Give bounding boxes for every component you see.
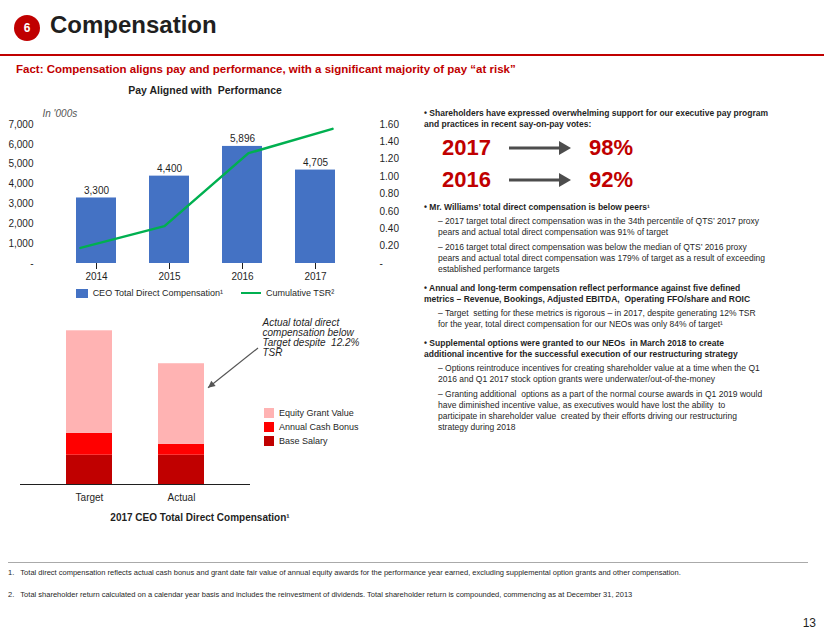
svg-text:6,000: 6,000 [8,139,33,150]
svg-text:2,000: 2,000 [8,218,33,229]
svg-text:3,300: 3,300 [84,185,109,196]
svg-text:Target: Target [76,492,104,503]
svg-text:1.40: 1.40 [380,136,400,147]
html-text:Base Salary: Base Salary [279,436,328,446]
html-text:Fact: Compensation aligns pay: Fact: Compensation aligns pay and perfor… [16,63,516,75]
svg-text:1.60: 1.60 [380,119,400,130]
html-text:2017: 2017 [442,135,491,160]
html-text:• Supplemental options were gr: • Supplemental options were granted to o… [424,338,738,359]
html-text:92%: 92% [589,167,633,192]
svg-text:5,000: 5,000 [8,158,33,169]
svg-text:Actual: Actual [168,492,196,503]
html-text:2016: 2016 [442,167,491,192]
html-text:2. Total shareholder return ca: 2. Total shareholder return calculated o… [8,590,633,599]
html-text:• Annual and long-term compens: • Annual and long-term compensation refl… [424,283,751,304]
html-text:Annual Cash Bonus: Annual Cash Bonus [279,422,359,432]
svg-text:2017: 2017 [304,271,327,282]
svg-text:3,000: 3,000 [8,198,33,209]
svg-text:4,705: 4,705 [303,157,328,168]
svg-text:7,000: 7,000 [8,119,33,130]
html-text:98%: 98% [589,135,633,160]
svg-text:Actual total directcompensatio: Actual total directcompensation belowTar… [262,317,360,358]
html-text:Equity Grant Value: Equity Grant Value [279,408,354,418]
html-text:– 2017 target total direct com: – 2017 target total direct compensation … [438,216,759,237]
svg-text:-: - [380,258,383,269]
html-text:• Mr. Williams’ total direct c: • Mr. Williams’ total direct compensatio… [424,202,650,212]
svg-text:In '000s: In '000s [43,108,78,119]
svg-text:0.40: 0.40 [380,223,400,234]
html-text:• Shareholders have expressed: • Shareholders have expressed overwhelmi… [424,108,768,129]
svg-text:1.00: 1.00 [380,171,400,182]
html-text:2017 CEO Total Direct Compensa: 2017 CEO Total Direct Compensation¹ [110,512,290,523]
svg-text:4,000: 4,000 [8,178,33,189]
svg-text:2015: 2015 [158,271,181,282]
html-text:13: 13 [802,616,816,630]
svg-text:0.60: 0.60 [380,206,400,217]
svg-text:0.20: 0.20 [380,240,400,251]
svg-text:1.20: 1.20 [380,153,400,164]
svg-text:-: - [30,258,33,269]
html-text:Compensation: Compensation [50,11,217,38]
html-text:6: 6 [23,21,31,35]
svg-text:5,896: 5,896 [230,133,255,144]
html-text:Cumulative TSR²: Cumulative TSR² [266,288,335,298]
svg-text:2014: 2014 [85,271,108,282]
html-text:Pay Aligned with Performance: Pay Aligned with Performance [128,84,282,96]
html-text:1. Total direct compensation r: 1. Total direct compensation reflects ac… [8,568,681,577]
html-text:– 2016 target total direct com: – 2016 target total direct compensation … [438,242,765,274]
html-text:– Granting additional options: – Granting additional options as a part … [438,389,763,432]
svg-text:1,000: 1,000 [8,238,33,249]
svg-text:4,400: 4,400 [157,163,182,174]
svg-text:0.80: 0.80 [380,188,400,199]
html-text:– Target setting for these met: – Target setting for these metrics is ri… [438,308,756,329]
html-text:CEO Total Direct Compensation¹: CEO Total Direct Compensation¹ [92,288,223,298]
svg-text:2016: 2016 [231,271,254,282]
html-text:– Options reintroduce incentiv: – Options reintroduce incentives for cre… [438,363,760,384]
